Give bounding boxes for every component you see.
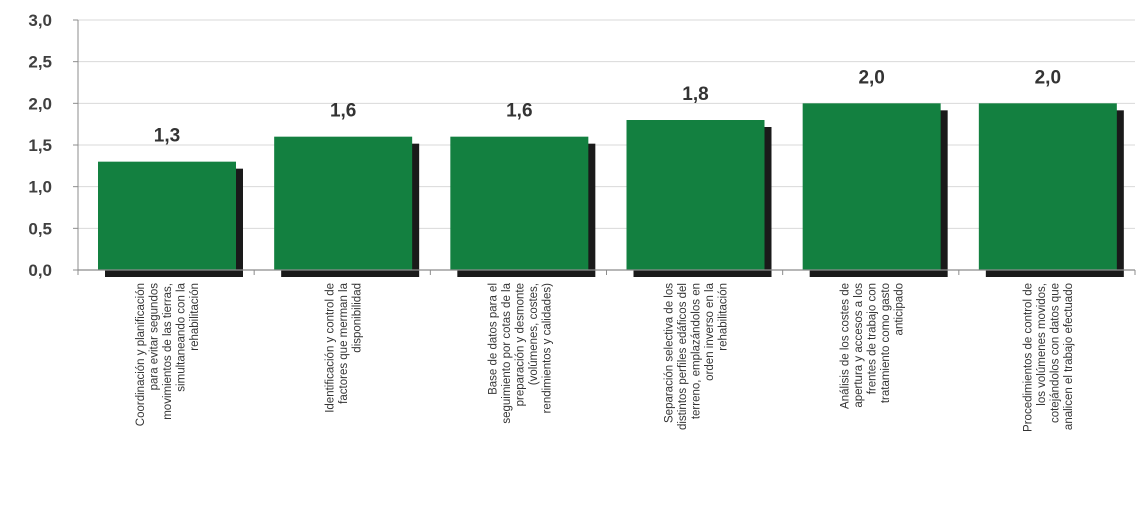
category-label-line: analicen el trabajo efectuado (1063, 283, 1075, 430)
category-label-line: Análisis de los costes de (840, 283, 852, 409)
bar (978, 103, 1117, 270)
data-label: 2,0 (858, 67, 884, 88)
category-label-line: anticipado (894, 283, 906, 335)
category-label-line: Base de datos para el (487, 283, 499, 395)
bar (626, 120, 765, 270)
category-label-line: (volúmenes, costes, (528, 283, 540, 385)
category-label-line: simultaneando con la (176, 282, 188, 391)
category-label-line: rendimientos y calidades) (541, 283, 553, 414)
category-label-line: movimientos de las tierras, (162, 283, 174, 420)
category-label: Coordinación y planificación para evitar … (135, 282, 201, 426)
data-label: 1,6 (330, 101, 356, 122)
category-label-line: rehabilitación (189, 283, 201, 351)
category-label-line: seguimiento por cotas de la (501, 282, 513, 423)
category-label-line: terreno, emplazándolos en (691, 283, 703, 419)
x-axis (77, 269, 1136, 275)
data-label: 1,6 (506, 101, 532, 122)
category-label-line: Procedimientos de control de (1023, 283, 1035, 432)
category-label-line: para evitar segundos (149, 283, 161, 391)
y-tick-label: 1,5 (28, 136, 52, 155)
category-label-line: rehabilitación (718, 283, 730, 351)
bar (274, 136, 413, 270)
data-labels: 1,3 1,6 1,6 1,8 2,0 2,0 (154, 67, 1061, 146)
y-tick-label: 2,5 (28, 53, 52, 72)
bar (450, 136, 589, 270)
category-label-line: cotejándolos con datos que (1050, 283, 1062, 423)
data-label: 2,0 (1035, 67, 1061, 88)
gridlines (78, 19, 1135, 271)
category-label-line: tratamiento como gasto (880, 283, 892, 403)
category-label-line: los volúmenes movidos, (1036, 283, 1048, 406)
category-label: Separación selectiva de los distintos per… (664, 282, 730, 430)
category-label-line: preparación y desmonte (514, 283, 526, 406)
bar (802, 103, 941, 270)
bars (98, 103, 1124, 277)
y-tick-label: 2,0 (28, 94, 52, 113)
y-tick-label: 1,0 (28, 178, 52, 197)
category-label-line: frentes de trabajo con (867, 283, 879, 394)
category-label-line: distintos perfiles edáficos del (677, 283, 689, 430)
y-tick-label: 0,5 (28, 219, 52, 238)
category-label-line: Separación selectiva de los (664, 283, 676, 423)
category-label: Base de datos para el seguimiento por cot… (487, 282, 553, 423)
category-label-line: orden inverso en la (704, 282, 716, 380)
category-label: Identificación y control de factores que … (325, 282, 364, 412)
category-label-line: disponibilidad (352, 283, 364, 353)
category-label-line: Identificación y control de (325, 283, 337, 413)
y-axis: 0,0 0,5 1,0 1,5 2,0 2,5 3,0 (28, 11, 79, 280)
category-labels: Coordinación y planificación para evitar … (135, 282, 1075, 432)
y-tick-label: 0,0 (28, 261, 52, 280)
category-label-line: Coordinación y planificación (135, 283, 147, 426)
y-tick-label: 3,0 (28, 11, 52, 30)
category-label-line: apertura y accesos a los (853, 283, 865, 408)
data-label: 1,8 (682, 84, 708, 105)
data-label: 1,3 (154, 126, 180, 147)
category-label: Análisis de los costes de apertura y acce… (840, 283, 906, 409)
bar (98, 161, 236, 270)
category-label: Procedimientos de control de los volúmene… (1023, 283, 1076, 432)
category-label-line: factores que merman la (338, 282, 350, 403)
